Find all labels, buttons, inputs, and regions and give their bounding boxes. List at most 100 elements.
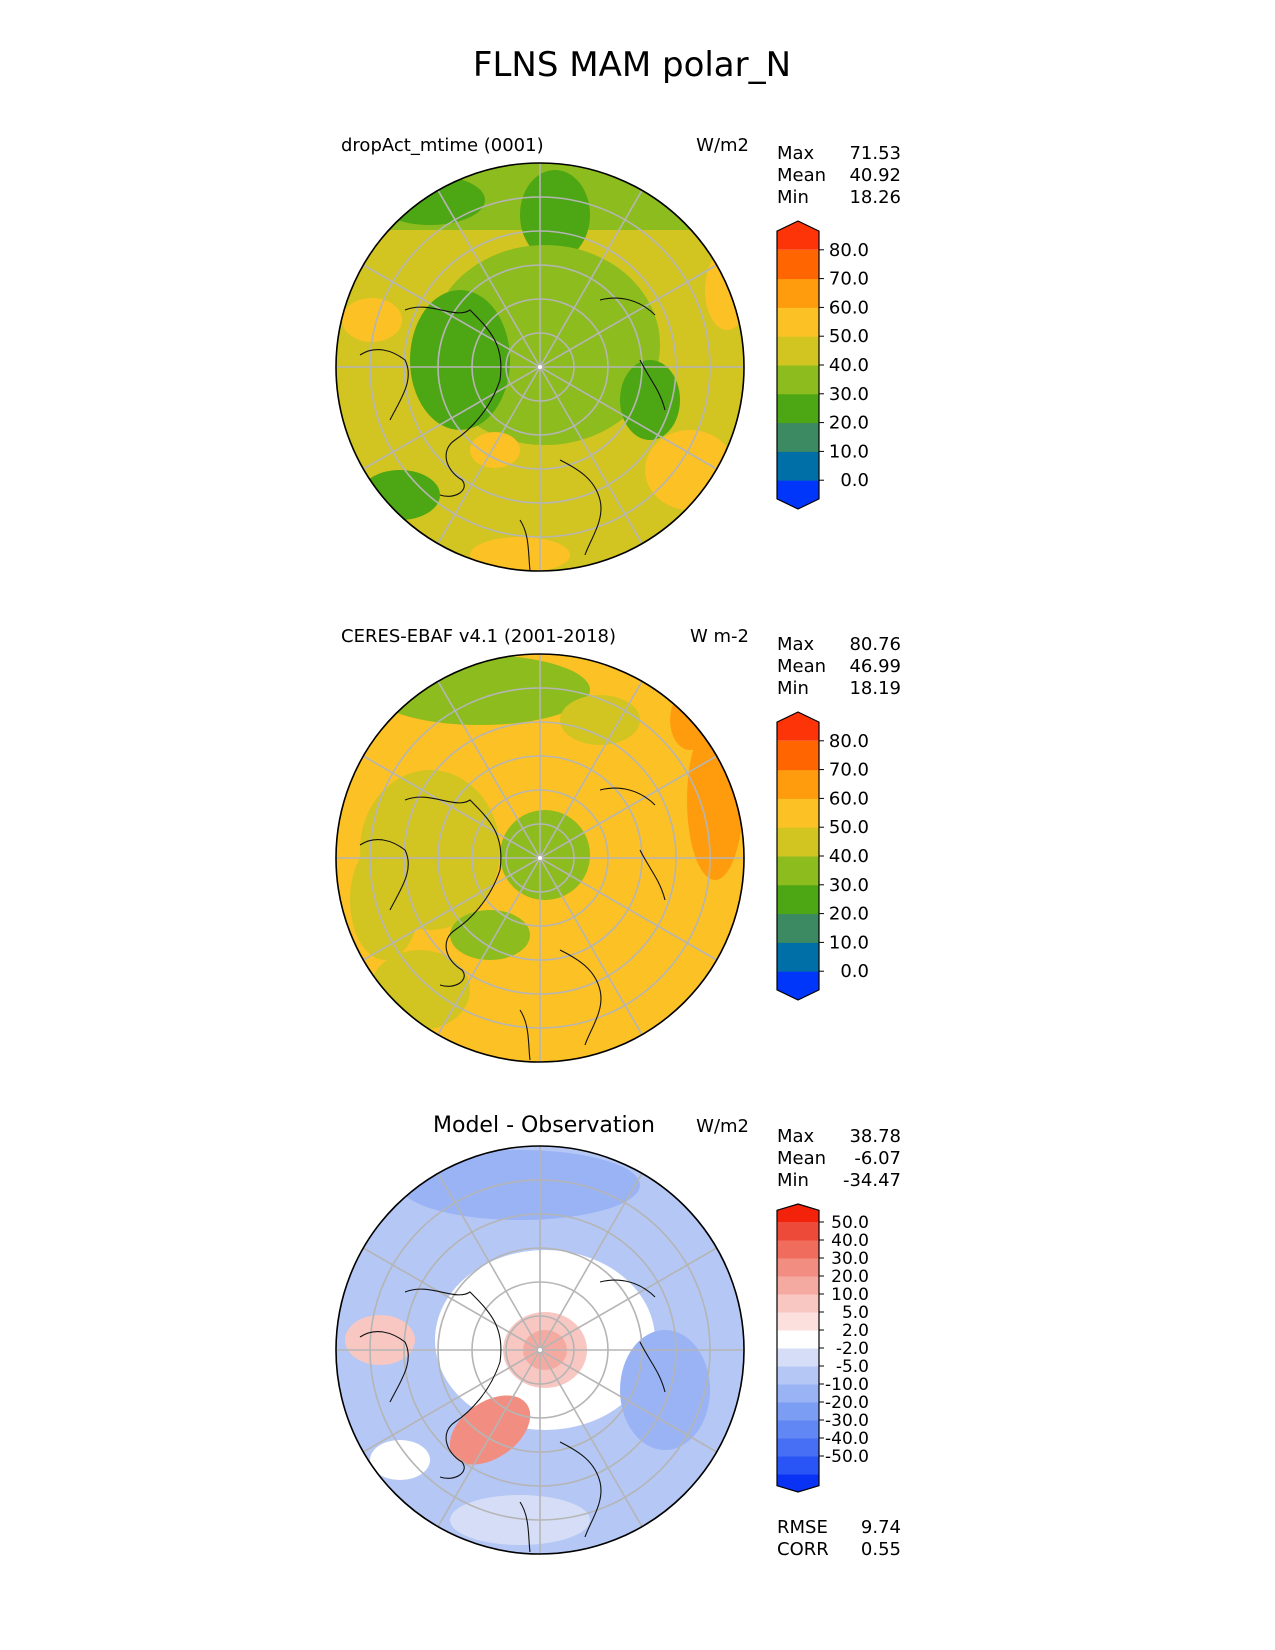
colorbar-tick-label: 0.0 xyxy=(840,961,869,982)
metric-label-corr: CORR xyxy=(777,1539,829,1560)
colorbar-tick-label: 0.0 xyxy=(840,470,869,491)
panel-units: W/m2 xyxy=(696,135,749,156)
coastlines xyxy=(359,297,666,571)
map-border xyxy=(335,1145,745,1555)
colorbar-tick-label: 20.0 xyxy=(831,1267,869,1287)
colorbar-tick-label: -30.0 xyxy=(825,1411,869,1431)
colorbar-tick-label: 10.0 xyxy=(829,932,869,953)
colorbar-tick-label: -40.0 xyxy=(825,1429,869,1449)
colorbar-tick-label: -5.0 xyxy=(836,1357,869,1377)
panel-title: Model - Observation xyxy=(433,1113,655,1138)
panel-units: W/m2 xyxy=(696,1116,749,1137)
colorbar-tick-label: -20.0 xyxy=(825,1393,869,1413)
colorbar-outline xyxy=(776,711,820,1001)
colorbar-outline xyxy=(776,220,820,510)
map-border xyxy=(335,653,745,1063)
colorbar-swatch xyxy=(777,1366,819,1385)
colorbar: 50.040.030.020.010.05.02.0-2.0-5.0-10.0-… xyxy=(776,1203,869,1493)
colorbar-swatch xyxy=(777,856,819,886)
metric-value-rmse: 9.74 xyxy=(861,1517,901,1538)
colorbar-swatch xyxy=(777,1222,819,1241)
colorbar-tick-label: -50.0 xyxy=(825,1447,869,1467)
stats-block: Max Mean Min 80.76 46.99 18.19 xyxy=(777,634,901,699)
colorbar-swatch xyxy=(777,249,819,280)
stat-label-max: Max xyxy=(777,143,815,164)
field-region-south-orange xyxy=(470,537,570,571)
colorbar-tick-label: 40.0 xyxy=(829,846,869,867)
stat-value-mean: -6.07 xyxy=(854,1148,901,1169)
panel-difference: Model - Observation W/m2 xyxy=(335,1113,901,1560)
colorbar-swatch xyxy=(777,1402,819,1421)
colorbar-tick-label: 20.0 xyxy=(829,904,869,925)
colorbar-tick-label: 10.0 xyxy=(829,441,869,462)
colorbar-swatch xyxy=(777,1420,819,1439)
coastlines xyxy=(359,787,666,1061)
colorbar-swatch xyxy=(777,971,819,1000)
stat-value-max: 38.78 xyxy=(849,1126,901,1147)
stat-label-min: Min xyxy=(777,1170,809,1191)
colorbar-tick-label: 70.0 xyxy=(829,760,869,781)
colorbar-swatch xyxy=(777,422,819,452)
colorbar-swatch xyxy=(777,740,819,771)
stat-value-max: 71.53 xyxy=(849,143,901,164)
field-region-west-pink xyxy=(345,1315,415,1365)
colorbar-swatch xyxy=(777,278,819,308)
colorbar-tick-label: 40.0 xyxy=(831,1231,869,1251)
field-region-east xyxy=(620,360,680,440)
colorbar-swatch xyxy=(777,798,819,828)
map-border xyxy=(335,162,745,572)
colorbar-tick-label: 30.0 xyxy=(829,875,869,896)
colorbar-outline xyxy=(776,1203,820,1493)
field-region-siberia-green xyxy=(560,695,640,745)
colorbar-tick-label: 50.0 xyxy=(829,817,869,838)
figure-title: FLNS MAM polar_N xyxy=(473,45,791,85)
field-region-canada xyxy=(410,290,510,430)
colorbar-swatch xyxy=(777,336,819,366)
stat-label-mean: Mean xyxy=(777,656,826,677)
colorbar: 80.0 70.0 60.0 50.0 40.0 30.0 20.0 10.0 0.0 xyxy=(776,220,869,510)
colorbar-tick-label: 80.0 xyxy=(829,731,869,752)
colorbar-swatch xyxy=(777,307,819,337)
field-region-south-white xyxy=(450,1495,590,1545)
panel-model: dropAct_mtime (0001) W/m2 xyxy=(335,135,901,572)
field-region-west-belt xyxy=(350,840,420,960)
polar-map xyxy=(335,653,745,1063)
panel-title: dropAct_mtime (0001) xyxy=(341,135,544,156)
stat-value-mean: 46.99 xyxy=(849,656,901,677)
colorbar-swatch xyxy=(777,1348,819,1367)
colorbar-swatch xyxy=(777,451,819,481)
stat-label-mean: Mean xyxy=(777,165,826,186)
colorbar-swatch xyxy=(777,827,819,857)
field-region-se-orange xyxy=(645,430,735,510)
colorbar-swatch xyxy=(777,913,819,943)
stat-value-mean: 40.92 xyxy=(849,165,901,186)
colorbar-tick-label: 30.0 xyxy=(829,384,869,405)
pole-marker xyxy=(538,856,542,860)
field-region-sw-white xyxy=(370,1440,430,1480)
field-region-east-orange xyxy=(705,250,744,330)
field-region-greenland xyxy=(450,910,530,960)
colorbar-swatch xyxy=(777,365,819,395)
stat-value-max: 80.76 xyxy=(849,634,901,655)
colorbar-tick-label: 5.0 xyxy=(842,1303,869,1323)
colorbar-swatch xyxy=(777,480,819,509)
colorbar-swatch xyxy=(777,712,819,741)
colorbar-swatch xyxy=(777,1330,819,1349)
colorbar-tick-label: 40.0 xyxy=(829,355,869,376)
colorbar-tick-label: 2.0 xyxy=(842,1321,869,1341)
stat-label-min: Min xyxy=(777,678,809,699)
colorbar-swatch xyxy=(777,221,819,250)
colorbar-tick-label: 20.0 xyxy=(829,413,869,434)
panel-title: CERES-EBAF v4.1 (2001-2018) xyxy=(341,626,616,647)
pole-marker xyxy=(538,365,542,369)
colorbar-swatch xyxy=(777,393,819,424)
colorbar-swatch xyxy=(777,1312,819,1331)
colorbar-tick-label: 30.0 xyxy=(831,1249,869,1269)
field-region-dark-patch xyxy=(375,175,485,225)
field-region-west-orange xyxy=(342,298,402,342)
stat-label-max: Max xyxy=(777,1126,815,1147)
colorbar-tick-label: 50.0 xyxy=(831,1213,869,1233)
stat-value-min: 18.19 xyxy=(849,678,901,699)
metrics-block: RMSE CORR 9.74 0.55 xyxy=(777,1517,901,1560)
